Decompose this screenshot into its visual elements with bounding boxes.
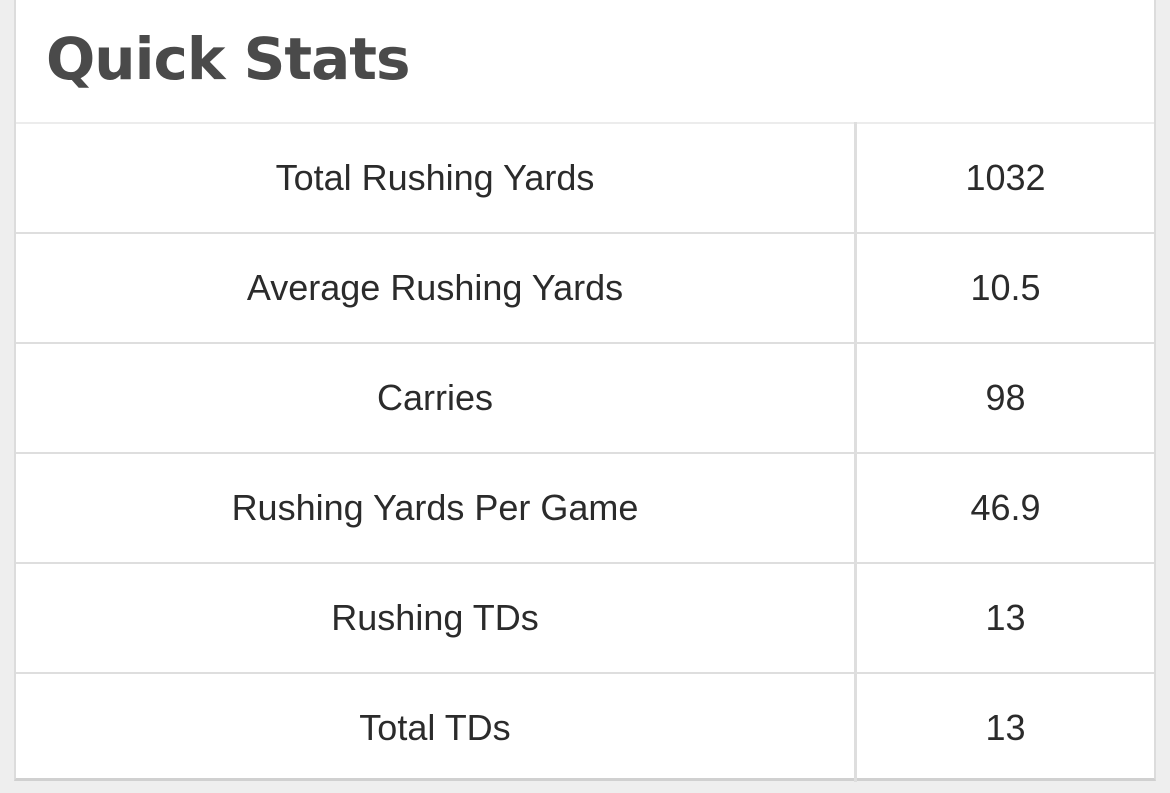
stat-value: 13 bbox=[855, 672, 1154, 782]
stat-label: Average Rushing Yards bbox=[16, 232, 857, 343]
stat-label: Rushing Yards Per Game bbox=[16, 452, 857, 563]
stat-value: 1032 bbox=[855, 122, 1154, 233]
table-row: Average Rushing Yards 10.5 bbox=[16, 232, 1154, 343]
stat-label: Total TDs bbox=[16, 672, 857, 782]
stat-label: Rushing TDs bbox=[16, 562, 857, 673]
stat-label: Carries bbox=[16, 342, 857, 453]
table-row: Total Rushing Yards 1032 bbox=[16, 122, 1154, 233]
quick-stats-card: Quick Stats Total Rushing Yards 1032 Ave… bbox=[14, 0, 1156, 782]
stats-table: Total Rushing Yards 1032 Average Rushing… bbox=[16, 122, 1154, 782]
table-row: Total TDs 13 bbox=[16, 672, 1154, 782]
stat-value: 10.5 bbox=[855, 232, 1154, 343]
card-title: Quick Stats bbox=[46, 25, 411, 93]
table-row: Carries 98 bbox=[16, 342, 1154, 453]
stat-value: 46.9 bbox=[855, 452, 1154, 563]
table-row: Rushing Yards Per Game 46.9 bbox=[16, 452, 1154, 563]
card-header: Quick Stats bbox=[16, 0, 1154, 122]
table-row: Rushing TDs 13 bbox=[16, 562, 1154, 673]
stat-label: Total Rushing Yards bbox=[16, 122, 857, 233]
stat-value: 13 bbox=[855, 562, 1154, 673]
stat-value: 98 bbox=[855, 342, 1154, 453]
